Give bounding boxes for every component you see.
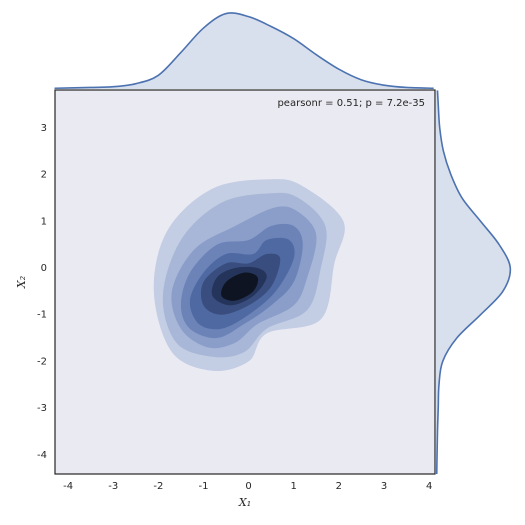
- y-tick-label: 3: [41, 123, 47, 134]
- x-marginal-area: [54, 12, 434, 90]
- x-axis-label: X₁: [238, 496, 251, 509]
- contour: [221, 272, 259, 301]
- y-tick-label: -3: [37, 403, 47, 414]
- x-tick-label: -3: [108, 481, 118, 492]
- x-tick-label: 3: [381, 481, 387, 492]
- plot-frame: [54, 89, 436, 475]
- x-tick-label: -4: [63, 481, 73, 492]
- y-marginal-area: [436, 90, 511, 474]
- y-tick-label: 1: [41, 216, 47, 227]
- x-marginal-line: [54, 12, 434, 90]
- x-tick-label: -1: [198, 481, 208, 492]
- y-tick-label: -1: [37, 310, 47, 321]
- x-tick-label: 0: [245, 481, 251, 492]
- x-tick-label: 1: [291, 481, 297, 492]
- x-tick-label: -2: [153, 481, 163, 492]
- y-tick-label: -2: [37, 356, 47, 367]
- x-tick-label: 4: [426, 481, 432, 492]
- y-tick-label: -4: [37, 450, 47, 461]
- y-tick-label: 0: [41, 263, 47, 274]
- y-marginal-line: [435, 90, 512, 475]
- x-tick-label: 2: [336, 481, 342, 492]
- y-tick-label: 2: [41, 170, 47, 181]
- annotation: pearsonr = 0.51; p = 7.2e-35: [277, 98, 425, 109]
- y-axis-label: X₂: [15, 276, 28, 289]
